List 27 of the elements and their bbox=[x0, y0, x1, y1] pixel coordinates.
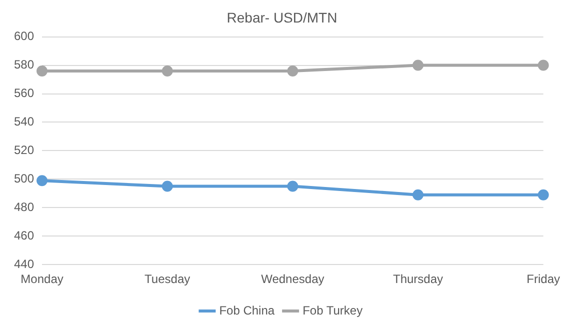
point bbox=[36, 65, 48, 76]
point bbox=[412, 60, 424, 71]
point bbox=[538, 60, 549, 71]
y-tick-label: 480 bbox=[14, 200, 34, 214]
y-tick-label: 440 bbox=[14, 256, 34, 271]
point bbox=[36, 175, 48, 186]
legend-label: Fob China bbox=[219, 303, 275, 318]
x-tick-label: Monday bbox=[20, 272, 64, 286]
y-tick-label: 580 bbox=[14, 58, 34, 72]
legend-label: Fob Turkey bbox=[302, 303, 363, 318]
point bbox=[287, 65, 298, 76]
y-tick-label: 560 bbox=[14, 86, 34, 100]
x-tick-label: Thursday bbox=[392, 272, 444, 286]
x-tick-label: Tuesday bbox=[144, 272, 190, 286]
chart-title: Rebar- USD/MTN bbox=[226, 9, 338, 26]
point bbox=[162, 180, 173, 192]
point bbox=[412, 189, 424, 200]
x-tick-label: Wednesday bbox=[261, 272, 324, 286]
y-tick-label: 540 bbox=[14, 114, 34, 129]
x-tick-label: Friday bbox=[526, 272, 560, 286]
y-tick-label: 600 bbox=[14, 29, 34, 44]
y-tick-label: 460 bbox=[14, 228, 34, 242]
point bbox=[162, 65, 173, 76]
y-tick-label: 500 bbox=[14, 171, 34, 186]
point bbox=[287, 180, 298, 192]
point bbox=[538, 189, 549, 200]
y-tick-label: 520 bbox=[14, 143, 34, 158]
